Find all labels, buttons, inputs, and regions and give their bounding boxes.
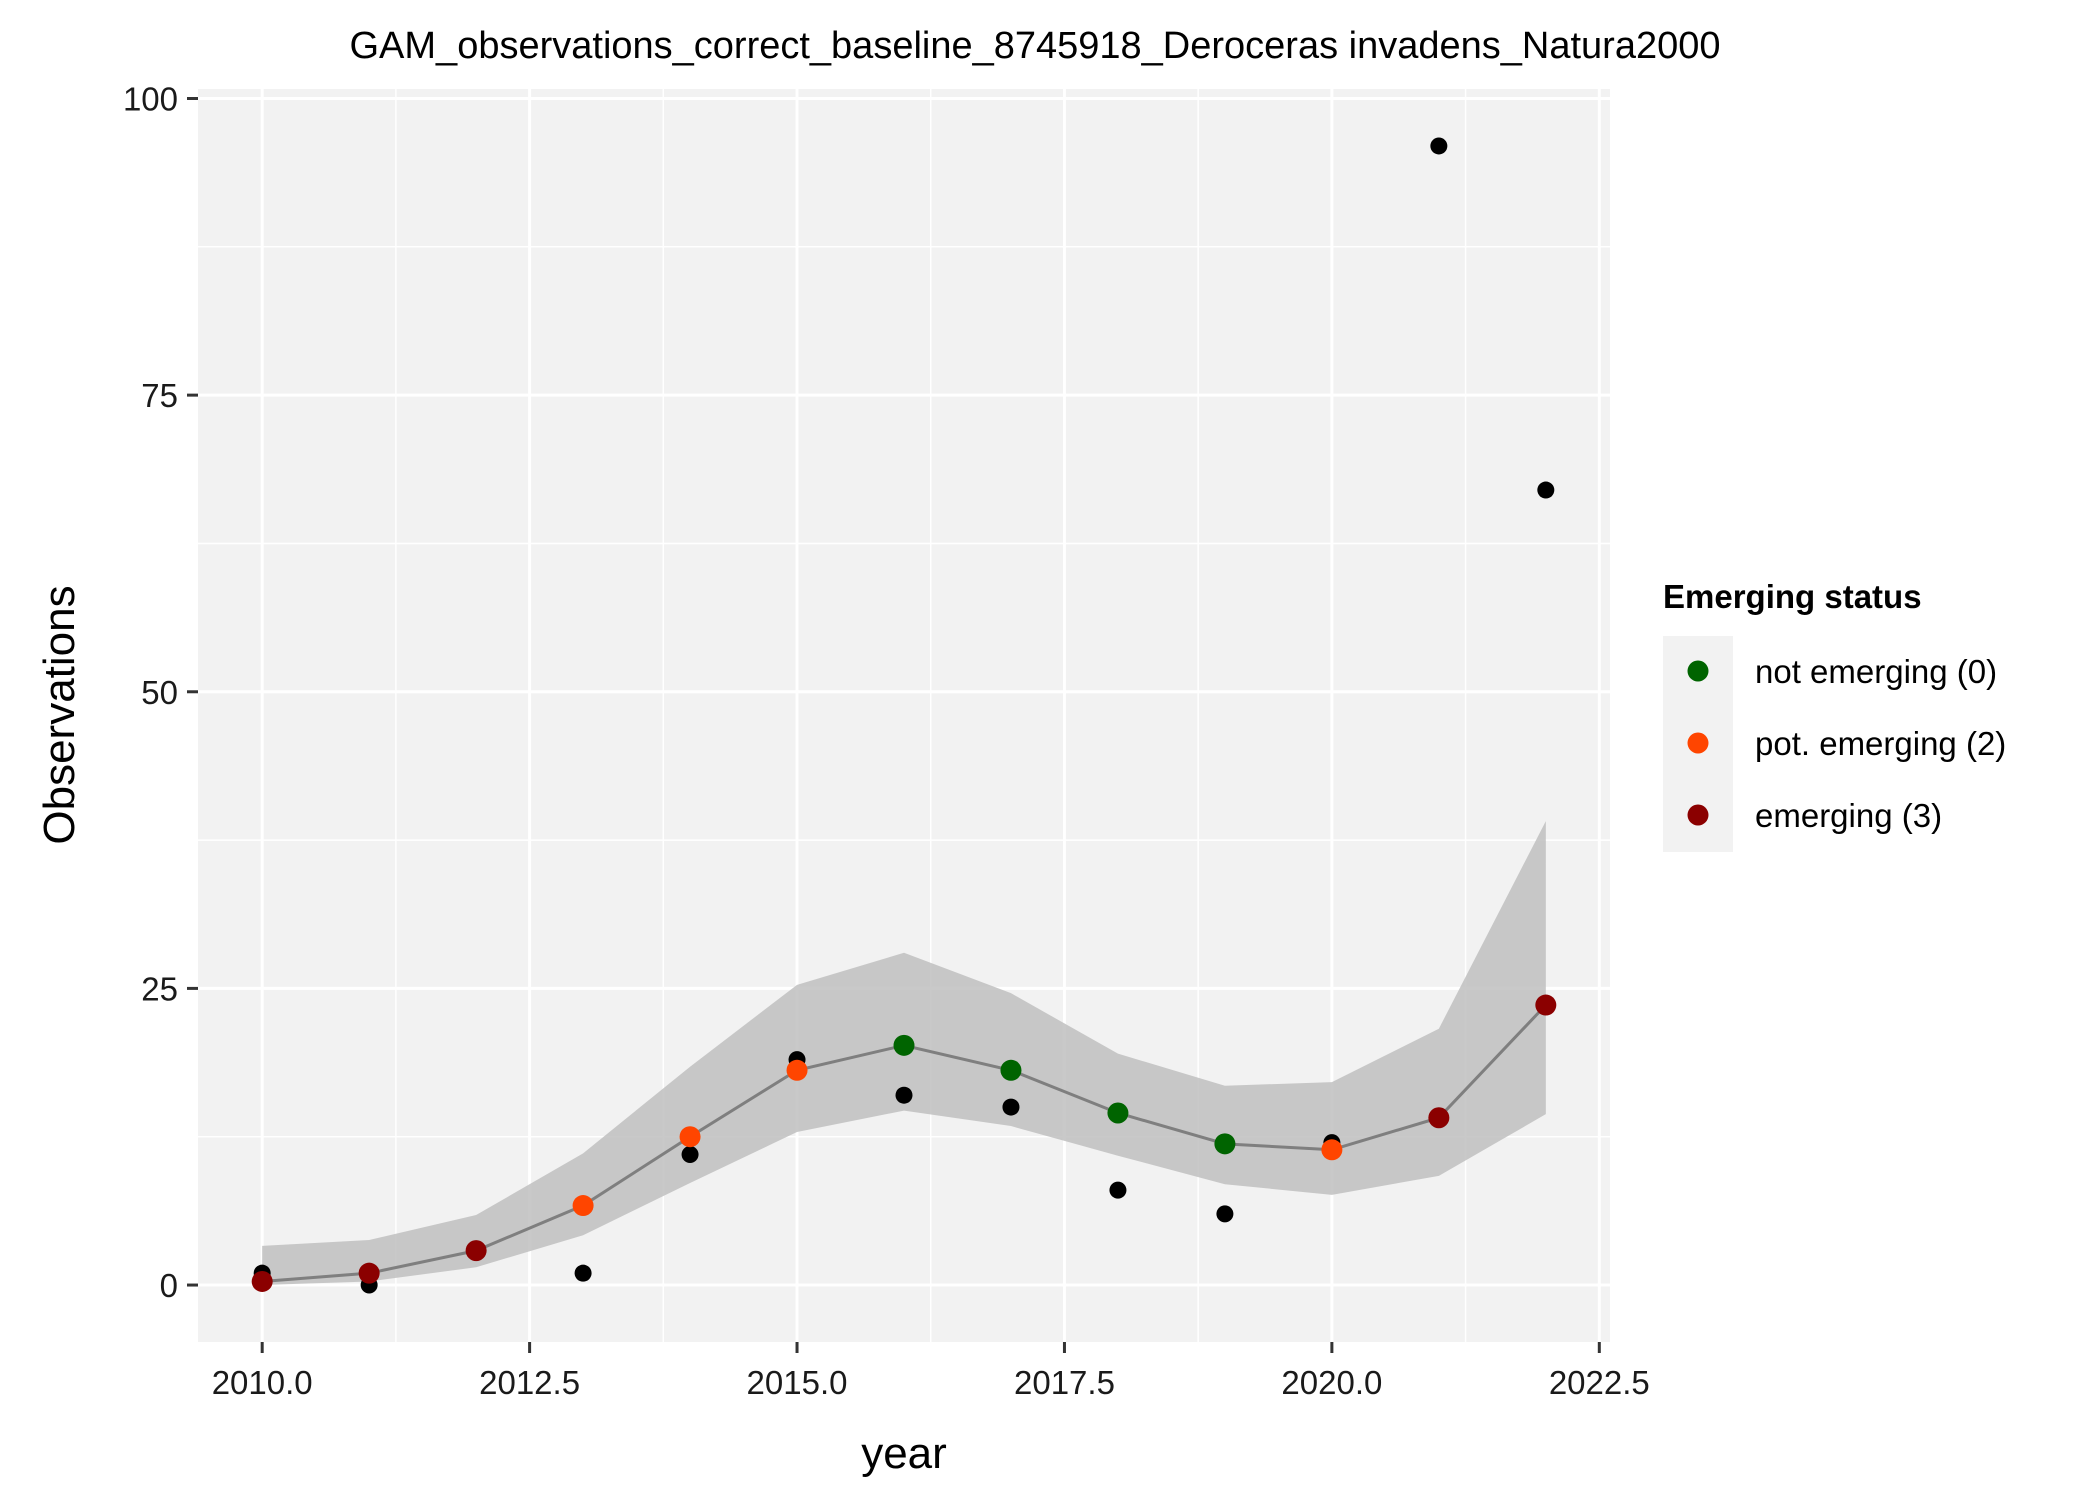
x-tick-label: 2020.0	[1281, 1364, 1382, 1401]
fitted-status-point	[786, 1059, 808, 1081]
fitted-status-point	[1000, 1059, 1022, 1081]
observation-point	[895, 1086, 913, 1104]
observation-point	[574, 1264, 592, 1282]
legend-label: emerging (3)	[1755, 797, 1942, 834]
observation-point	[681, 1146, 699, 1164]
fitted-status-point	[465, 1240, 487, 1262]
legend-label: pot. emerging (2)	[1755, 725, 2006, 762]
fitted-status-point	[1428, 1107, 1450, 1129]
grid-lines	[198, 89, 1610, 1342]
legend-items: not emerging (0) pot. emerging (2) emergin…	[1687, 653, 2006, 834]
axes: 2010.0 2012.5 2015.0 2017.5 2020.0 2022.5 0 25 5…	[123, 80, 1650, 1401]
legend-key	[1687, 732, 1709, 754]
legend-key	[1687, 660, 1709, 682]
legend: Emerging status not emerging (0) pot. eme…	[1663, 578, 2006, 852]
x-axis-title: year	[861, 1429, 947, 1478]
fitted-status-point	[1214, 1133, 1236, 1155]
observation-point	[1537, 481, 1555, 499]
x-tick-label: 2010.0	[212, 1364, 313, 1401]
fitted-status-point	[358, 1262, 380, 1284]
legend-key	[1687, 804, 1709, 826]
observation-point	[1109, 1181, 1127, 1199]
y-tick-label: 0	[160, 1267, 178, 1304]
fitted-status-point	[679, 1126, 701, 1148]
observation-point	[1430, 137, 1448, 155]
observation-point	[1002, 1098, 1020, 1116]
fitted-status-point	[1321, 1139, 1343, 1161]
fitted-status-points	[251, 994, 1557, 1292]
x-tick-label: 2017.5	[1014, 1364, 1115, 1401]
y-tick-label: 75	[141, 377, 178, 414]
x-tick-label: 2015.0	[747, 1364, 848, 1401]
fitted-status-point	[893, 1034, 915, 1056]
observation-point	[1216, 1205, 1234, 1223]
y-tick-label: 25	[141, 970, 178, 1007]
fitted-status-point	[1107, 1102, 1129, 1124]
fitted-status-point	[251, 1270, 273, 1292]
chart-title: GAM_observations_correct_baseline_874591…	[350, 25, 1721, 67]
x-tick-label: 2022.5	[1549, 1364, 1650, 1401]
fitted-status-point	[1535, 994, 1557, 1016]
y-tick-label: 50	[141, 674, 178, 711]
x-tick-label: 2012.5	[479, 1364, 580, 1401]
fitted-status-point	[572, 1195, 594, 1217]
legend-title: Emerging status	[1663, 578, 1922, 615]
y-axis-title: Observations	[35, 585, 84, 844]
legend-label: not emerging (0)	[1755, 653, 1997, 690]
y-tick-label: 100	[123, 80, 178, 117]
